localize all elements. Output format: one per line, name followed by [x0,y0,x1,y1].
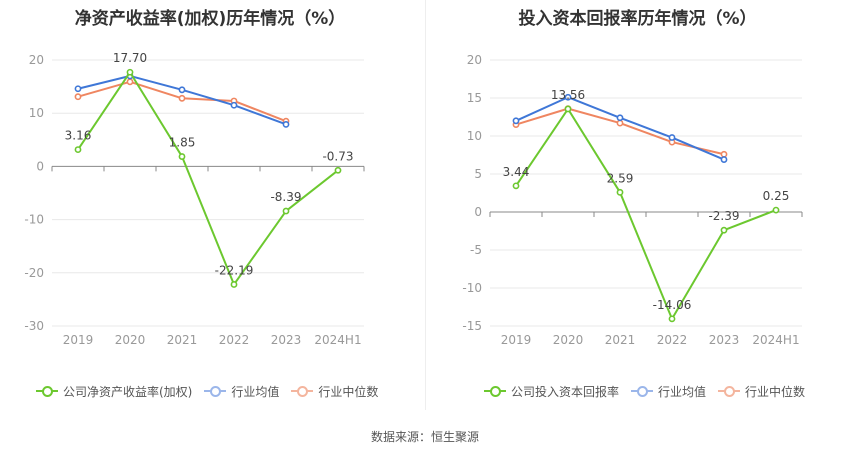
data-label: 13.56 [551,88,585,102]
roic-chart-title: 投入资本回报率历年情况（%） [518,9,757,29]
legend-label: 行业均值 [231,384,280,399]
y-tick-label: -10 [462,281,482,295]
roic-avg-point [512,117,520,125]
y-tick-label: 10 [29,106,44,120]
x-tick-label: 2024H1 [752,333,799,347]
legend-label: 公司净资产收益率(加权) [63,384,193,399]
legend-item-avg-roe[interactable]: 行业均值 [204,383,279,400]
data-label: 3.16 [65,129,92,143]
data-label: -8.39 [270,190,301,204]
legend-swatch-avg [204,385,227,397]
x-tick-label: 2022 [657,333,688,347]
roe-median-point [126,78,134,86]
roe-company-point [334,166,342,174]
legend-item-company-roe[interactable]: 公司净资产收益率(加权) [36,383,192,400]
roe-avg-point [230,101,238,109]
y-tick-label: 10 [467,129,482,143]
roic-avg-point [616,114,624,122]
data-label: -2.39 [708,209,739,223]
y-tick-label: 20 [467,53,482,67]
roe-chart-title: 净资产收益率(加权)历年情况（%） [74,9,346,29]
chart-divider [425,0,426,410]
x-tick-label: 2022 [219,333,250,347]
roe-avg-point [282,120,290,128]
roic-median-point [616,119,624,127]
data-label: -0.73 [322,149,353,163]
roic-median-point [720,150,728,158]
roic-avg-point [720,156,728,163]
legend-label: 公司投入资本回报率 [511,384,620,399]
roe-avg-point [178,86,186,94]
legend-swatch-median [718,385,741,397]
legend-swatch-median [291,385,314,397]
x-tick-label: 2021 [605,333,636,347]
x-tick-label: 2023 [709,333,740,347]
data-label: 17.70 [113,51,147,65]
x-tick-label: 2021 [167,333,198,347]
data-label: 2.59 [607,171,634,185]
y-tick-label: 0 [36,159,44,173]
legend-label: 行业均值 [658,384,707,399]
roic-company-point [720,226,728,234]
roe-median-point [74,93,82,101]
y-tick-label: -5 [470,243,482,257]
roic-legend: 公司投入资本回报率 行业均值 行业中位数 [484,381,817,401]
x-tick-label: 2023 [271,333,302,347]
roic-avg-line [515,96,725,161]
y-tick-label: -10 [24,213,44,227]
roe-company-point [126,68,134,76]
legend-label: 行业中位数 [745,384,806,399]
roic-company-point [616,188,624,196]
data-label: -22.19 [215,263,254,277]
roe-company-point [282,207,290,215]
roe-company-point [178,153,186,160]
roe-company-point [230,281,238,288]
x-tick-label: 2024H1 [314,333,361,347]
y-tick-label: 15 [467,91,482,105]
data-label: 0.25 [763,189,790,203]
roe-company-point [74,146,82,153]
roic-company-point [512,182,520,190]
legend-item-median-roic[interactable]: 行业中位数 [718,383,805,400]
x-tick-label: 2020 [115,333,146,347]
y-tick-label: -20 [24,266,44,280]
x-tick-label: 2019 [63,333,94,347]
roic-avg-point [668,134,676,141]
y-tick-label: 20 [29,53,44,67]
roe-median-point [178,94,186,102]
x-tick-label: 2020 [553,333,584,347]
roic-company-point [564,105,572,113]
legend-item-avg-roic[interactable]: 行业均值 [631,383,706,400]
x-tick-label: 2019 [501,333,532,347]
legend-label: 行业中位数 [318,384,379,399]
legend-swatch-company [484,385,506,397]
roe-company-line [77,71,339,286]
roic-company-point [668,315,676,323]
y-tick-label: 5 [474,167,482,181]
roe-legend: 公司净资产收益率(加权) 行业均值 行业中位数 [36,381,390,401]
roic-avg-point [564,93,572,101]
legend-item-median-roe[interactable]: 行业中位数 [291,383,378,400]
y-tick-label: -30 [24,319,44,333]
roe-avg-point [74,85,82,93]
y-tick-label: -15 [462,319,482,333]
data-label: 3.44 [503,165,530,179]
legend-swatch-company [36,385,58,397]
roic-company-point [772,206,780,214]
data-source: 数据来源：恒生聚源 [370,430,479,444]
data-label: -14.06 [653,298,692,312]
legend-item-company-roic[interactable]: 公司投入资本回报率 [484,383,619,400]
y-tick-label: 0 [474,205,482,219]
legend-swatch-avg [631,385,654,397]
data-label: 1.85 [169,136,196,150]
roic-company-line [515,107,777,320]
